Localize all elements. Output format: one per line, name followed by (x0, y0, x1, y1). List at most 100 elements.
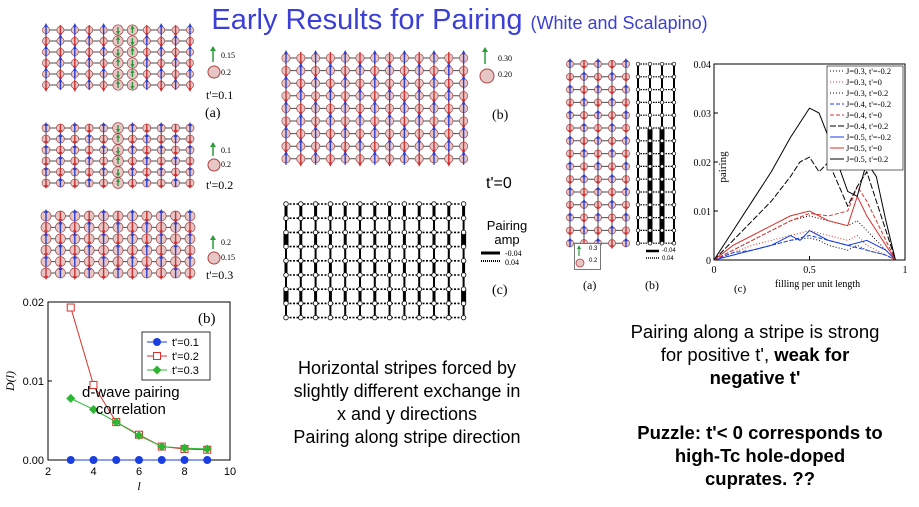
legend-marker (152, 365, 162, 375)
spin-arrow-head (624, 104, 628, 109)
pair-site (298, 258, 304, 264)
spin-arrow-head (87, 34, 92, 38)
right-legend-a-top: 0.3 (589, 246, 598, 252)
x-tick-label: 2 (45, 466, 51, 478)
pair-site (635, 151, 641, 156)
spin-arrow-head (116, 80, 120, 84)
pair-site (446, 300, 452, 307)
series-line (713, 234, 896, 261)
pair-site (327, 229, 334, 236)
pair-site (635, 61, 641, 67)
spin-arrow-head (387, 138, 392, 143)
pair-site (659, 177, 665, 182)
spin-arrow-head (72, 163, 77, 167)
pair-site (312, 258, 319, 264)
pair-site (635, 100, 641, 105)
data-point (112, 456, 121, 464)
spin-arrow-head (284, 150, 288, 155)
pair-site (659, 61, 665, 67)
legend-label: J=0.4, t'=-0.2 (846, 99, 891, 109)
legend-label: J=0.3, t'=0.2 (846, 88, 888, 98)
spin-arrow-head (417, 113, 422, 117)
data-point (66, 303, 75, 312)
pair-site (312, 300, 319, 307)
spin-arrow-head (624, 58, 628, 62)
data-point (66, 393, 76, 403)
spin-arrow-head (596, 109, 600, 114)
pair-site (671, 177, 677, 182)
right-legend-b-neg: -0.04 (662, 248, 676, 254)
legend-label: J=0.5, t'=-0.2 (846, 132, 891, 142)
spin-arrow-head (72, 276, 77, 280)
spin-arrow-head (568, 181, 572, 186)
middle-lattice-figure (281, 50, 469, 321)
spin-arrow-head (596, 130, 600, 134)
spin-arrow-head (173, 152, 178, 156)
series-line (713, 194, 896, 261)
spin-arrow-head (58, 78, 63, 82)
spin-arrow-head (72, 45, 77, 49)
spin-arrow-head (461, 100, 466, 105)
right-lattice-group (566, 58, 677, 250)
spin-arrow-head (159, 122, 164, 126)
pair-site (446, 243, 452, 250)
y-tick-label: 0.02 (23, 297, 44, 309)
spin-arrow-head (582, 70, 586, 75)
spin-arrow-head (58, 152, 63, 156)
pair-site (659, 138, 665, 143)
panel-a-left: (a) (205, 106, 221, 121)
spin-arrow-head (159, 45, 164, 49)
right-legend-b (646, 249, 659, 259)
spin-arrow-head (116, 173, 120, 177)
spin-arrow-head (624, 186, 628, 190)
y-axis-label: pairing (717, 151, 729, 183)
pair-site (312, 229, 319, 236)
spin-arrow-head (328, 162, 333, 167)
data-point (134, 431, 144, 441)
spin-arrow-head (596, 155, 600, 160)
y-tick-label: 0 (706, 256, 711, 267)
spin-arrow-head (610, 122, 614, 126)
data-point (111, 417, 121, 427)
spin-arrow-head (402, 75, 407, 80)
spin-arrow-head (610, 194, 614, 198)
spin-arrow-head (568, 237, 572, 242)
data-point (89, 456, 98, 464)
spin-arrow-head (596, 186, 600, 190)
x-tick-label: 10 (224, 466, 236, 478)
spin-arrow-head (130, 276, 135, 280)
spin-arrow-head (144, 266, 149, 270)
spin-arrow-head (144, 155, 149, 159)
spin-arrow-head (101, 45, 106, 49)
spin-arrow-head (446, 113, 451, 117)
spin-arrow-head (582, 194, 586, 198)
pair-site (431, 215, 437, 221)
pair-site (460, 258, 467, 264)
spin-arrow-head (596, 104, 600, 109)
pair-site (446, 201, 452, 207)
spin-arrow-head (87, 56, 92, 60)
spin-arrow-head (343, 100, 348, 105)
pair-site (446, 229, 452, 236)
dplot-annotation: d-wave pairing correlation (82, 384, 180, 418)
spin-arrow-head (116, 58, 120, 62)
pair-site (312, 314, 319, 321)
pair-site (635, 189, 641, 195)
spin-arrow-head (101, 166, 106, 170)
spin-arrow-head (173, 155, 178, 159)
spin-arrow-head (159, 23, 164, 27)
right-text-2: for positive t', weak for (600, 343, 910, 366)
spin-arrow-head (116, 151, 120, 155)
y-tick-label: 0.00 (23, 455, 44, 467)
spin-arrow-head (101, 122, 106, 126)
legend-label: J=0.5, t'=0.2 (846, 154, 888, 164)
spin-arrow-head (624, 83, 628, 88)
pair-site (386, 229, 393, 236)
pair-site (446, 215, 452, 221)
spin-arrow-head (188, 185, 192, 189)
pair-site (312, 215, 319, 221)
pair-site (671, 100, 677, 105)
pair-site (635, 138, 641, 143)
pair-site (327, 215, 334, 221)
pair-site (647, 125, 653, 131)
